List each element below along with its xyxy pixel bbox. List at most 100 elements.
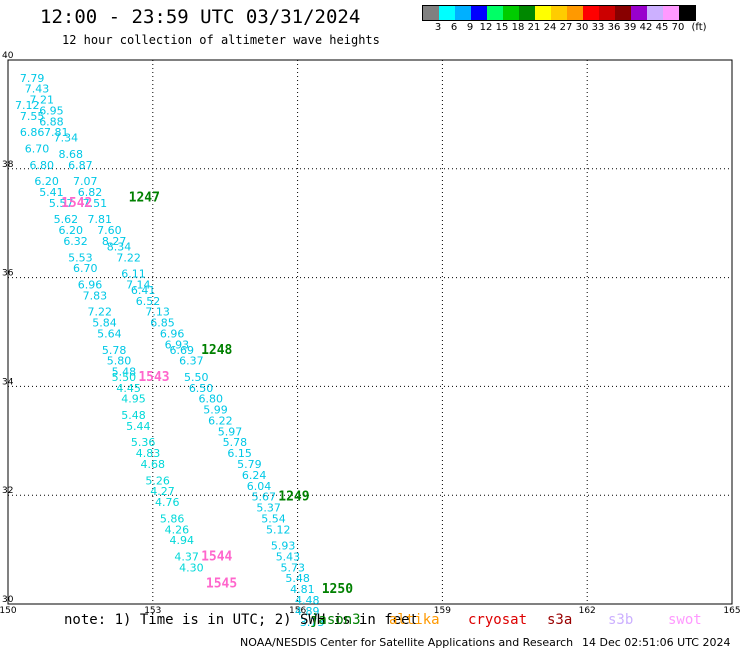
y-tick-label: 38 (2, 160, 14, 170)
data-label-cryosat: 4.45 (116, 382, 141, 395)
data-label-swot: 5.64 (97, 327, 122, 340)
data-label-swot: 6.80 (30, 159, 55, 172)
satellite-legend-altika: altika (389, 612, 440, 628)
x-tick-label: 150 (0, 606, 17, 616)
color-scale-tick: 30 (575, 22, 589, 33)
color-swatch (455, 6, 471, 20)
data-label-cryosat: 4.30 (179, 561, 204, 574)
data-label-swot: 7.34 (54, 132, 79, 145)
data-label-swot: 6.82 (78, 186, 103, 199)
data-label-cryosat: 5.26 (145, 474, 170, 487)
data-label-swot: 5.43 (276, 550, 301, 563)
y-tick-label: 32 (2, 486, 13, 496)
data-label-swot: 6.50 (189, 382, 214, 395)
color-scale-tick: 15 (495, 22, 509, 33)
data-label-swot: 6.11 (121, 268, 146, 281)
data-label-swot: 6.70 (25, 142, 50, 155)
page-subtitle: 12 hour collection of altimeter wave hei… (62, 33, 380, 47)
data-label-swot: 5.78 (223, 436, 248, 449)
footer-credit: NOAA/NESDIS Center for Satellite Applica… (240, 636, 574, 649)
data-label-swot: 5.84 (92, 317, 117, 330)
y-tick-label: 40 (2, 51, 14, 61)
data-label-cryosat: 5.36 (131, 436, 156, 449)
data-label-swot: 6.04 (247, 480, 272, 493)
data-label-swot: 7.22 (116, 251, 141, 264)
data-label-swot: 6.80 (198, 393, 223, 406)
footer-timestamp: 14 Dec 02:51:06 UTC 2024 (582, 636, 731, 649)
color-scale-tick: 33 (591, 22, 605, 33)
data-label-swot: 7.60 (97, 224, 122, 237)
data-label-cryosat: 4.68 (141, 458, 166, 471)
color-swatch (679, 6, 695, 20)
color-swatch (535, 6, 551, 20)
pass-time-annotation: 1544 (201, 549, 232, 564)
data-label-cryosat: 4.37 (174, 550, 199, 563)
data-label-swot: 7.13 (145, 306, 170, 319)
data-label-swot: 5.50 (184, 371, 209, 384)
data-label-swot: 6.96 (78, 278, 103, 291)
pass-time-annotation: 1247 (129, 190, 160, 205)
color-scale-tick: 36 (607, 22, 621, 33)
data-label-cryosat: 5.44 (126, 420, 151, 433)
color-scale-tick: 3 (434, 22, 442, 33)
color-scale-tick: 45 (655, 22, 669, 33)
color-scale-tick: 21 (527, 22, 541, 33)
pass-time-annotation: 1249 (278, 490, 309, 505)
color-scale-unit: (ft) (691, 22, 707, 33)
color-swatch (663, 6, 679, 20)
x-tick-label: 153 (144, 606, 161, 616)
data-label-swot: 6.69 (170, 344, 195, 357)
data-label-swot: 5.99 (203, 404, 228, 417)
pass-time-annotation: 1250 (322, 582, 353, 597)
data-label-swot: 6.20 (58, 224, 83, 237)
data-label-swot: 5.54 (261, 512, 286, 525)
data-label-swot: 5.41 (39, 186, 64, 199)
color-scale-tick: 9 (466, 22, 474, 33)
note-text: note: 1) Time is in UTC; 2) SWH is in fe… (64, 612, 419, 628)
color-scale-bar (422, 5, 696, 21)
color-swatch (471, 6, 487, 20)
data-label-swot: 7.81 (44, 126, 69, 139)
color-swatch (503, 6, 519, 20)
data-label-cryosat: 5.50 (112, 371, 137, 384)
color-swatch (615, 6, 631, 20)
satellite-legend-jason3: jason3 (310, 612, 361, 628)
data-label-swot: 5.80 (107, 355, 132, 368)
color-swatch (487, 6, 503, 20)
y-tick-label: 36 (2, 269, 14, 279)
data-label-swot: 6.96 (160, 327, 185, 340)
color-swatch (519, 6, 535, 20)
color-swatch (567, 6, 583, 20)
color-scale-tick: 70 (671, 22, 685, 33)
x-tick-label: 159 (434, 606, 451, 616)
data-label-swot: 5.53 (68, 251, 93, 264)
data-label-swot: 4.48 (295, 594, 320, 607)
data-label-cryosat: 5.48 (121, 409, 146, 422)
data-label-swot: 5.48 (112, 366, 137, 379)
pass-time-annotation: 1543 (138, 370, 169, 385)
data-label-swot: 5.73 (281, 561, 306, 574)
color-scale-tick: 12 (479, 22, 493, 33)
data-label-swot: 5.12 (266, 523, 291, 536)
data-label-cryosat: 4.27 (150, 485, 175, 498)
data-label-swot: 7.51 (83, 197, 108, 210)
color-scale-tick: 18 (511, 22, 525, 33)
data-label-swot: 7.55 (20, 110, 45, 123)
color-scale-tick: 42 (639, 22, 653, 33)
color-swatch (599, 6, 615, 20)
data-label-swot: 4.81 (290, 583, 315, 596)
data-label-cryosat: 4.94 (170, 534, 195, 547)
data-label-swot: 7.81 (87, 213, 112, 226)
color-swatch (551, 6, 567, 20)
color-swatch (423, 6, 439, 20)
data-label-swot: 6.24 (242, 469, 267, 482)
data-label-swot: 8.68 (58, 148, 83, 161)
data-label-swot: 5.78 (102, 344, 127, 357)
color-scale-tick: 27 (559, 22, 573, 33)
pass-time-annotation: 1248 (201, 343, 232, 358)
data-label-swot: 5.93 (271, 540, 296, 553)
color-swatch (647, 6, 663, 20)
data-label-swot: 5.48 (285, 572, 310, 585)
data-label-swot: 6.86 (20, 126, 45, 139)
data-label-cryosat: 4.83 (136, 447, 161, 460)
